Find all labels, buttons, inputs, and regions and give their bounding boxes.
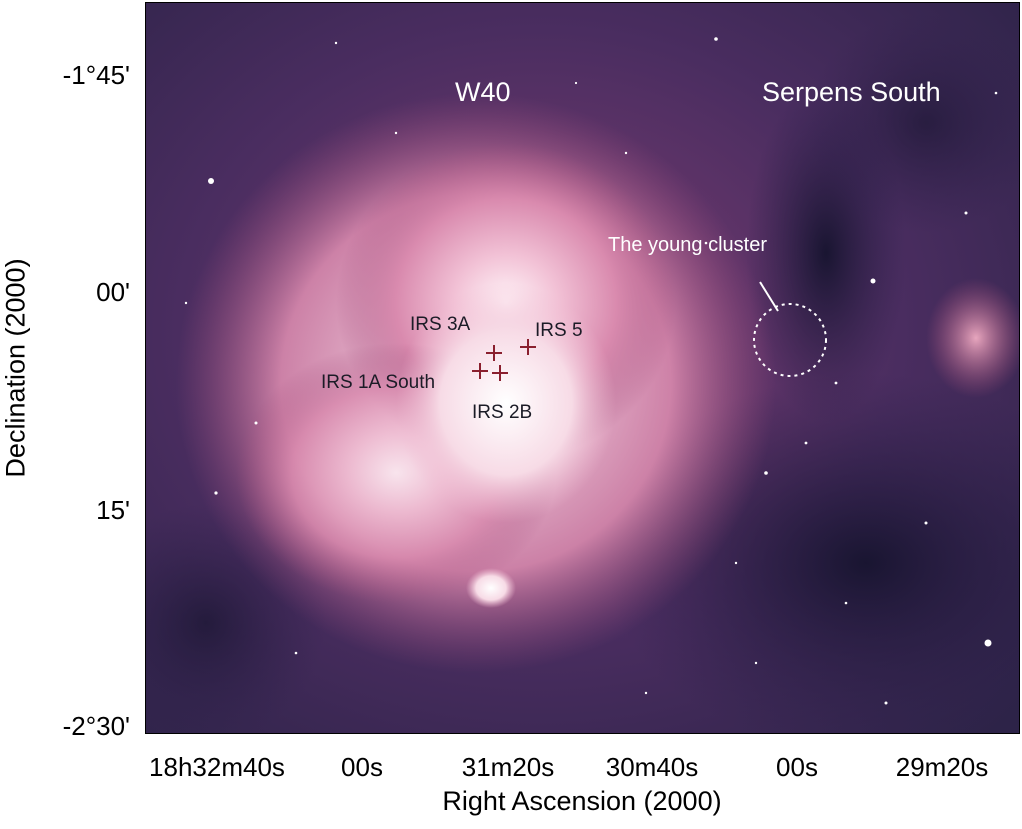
x-axis-label: Right Ascension (2000): [442, 786, 722, 816]
irs5-label: IRS 5: [535, 320, 583, 341]
xtick-label: 00s: [341, 752, 383, 782]
y-axis-label: Declination (2000): [0, 258, 31, 478]
serpens-south-label: Serpens South: [762, 77, 941, 107]
ytick-label: -2°30': [62, 711, 130, 741]
xtick-label: 30m40s: [605, 752, 699, 782]
stars: [184, 37, 998, 705]
irs2b-label: IRS 2B: [472, 402, 533, 423]
young-cluster-label: The young cluster: [608, 234, 767, 256]
ytick-label: 00': [96, 277, 130, 307]
xtick-label: 29m20s: [895, 752, 989, 782]
irs1a-south-label: IRS 1A South: [321, 372, 436, 393]
xtick-label: 31m20s: [461, 752, 555, 782]
nebula-image: [146, 3, 1019, 733]
xtick-label: 18h32m40s: [149, 752, 285, 782]
sky-image: [145, 2, 1020, 734]
ytick-label: 15': [96, 495, 130, 525]
irs3a-label: IRS 3A: [410, 314, 471, 335]
w40-label: W40: [455, 77, 511, 107]
ytick-label: -1°45': [62, 60, 130, 90]
cluster-pointer-line: [759, 281, 779, 312]
xtick-label: 00s: [776, 752, 818, 782]
cluster-circle: [753, 303, 827, 377]
source-markers: [472, 339, 536, 381]
